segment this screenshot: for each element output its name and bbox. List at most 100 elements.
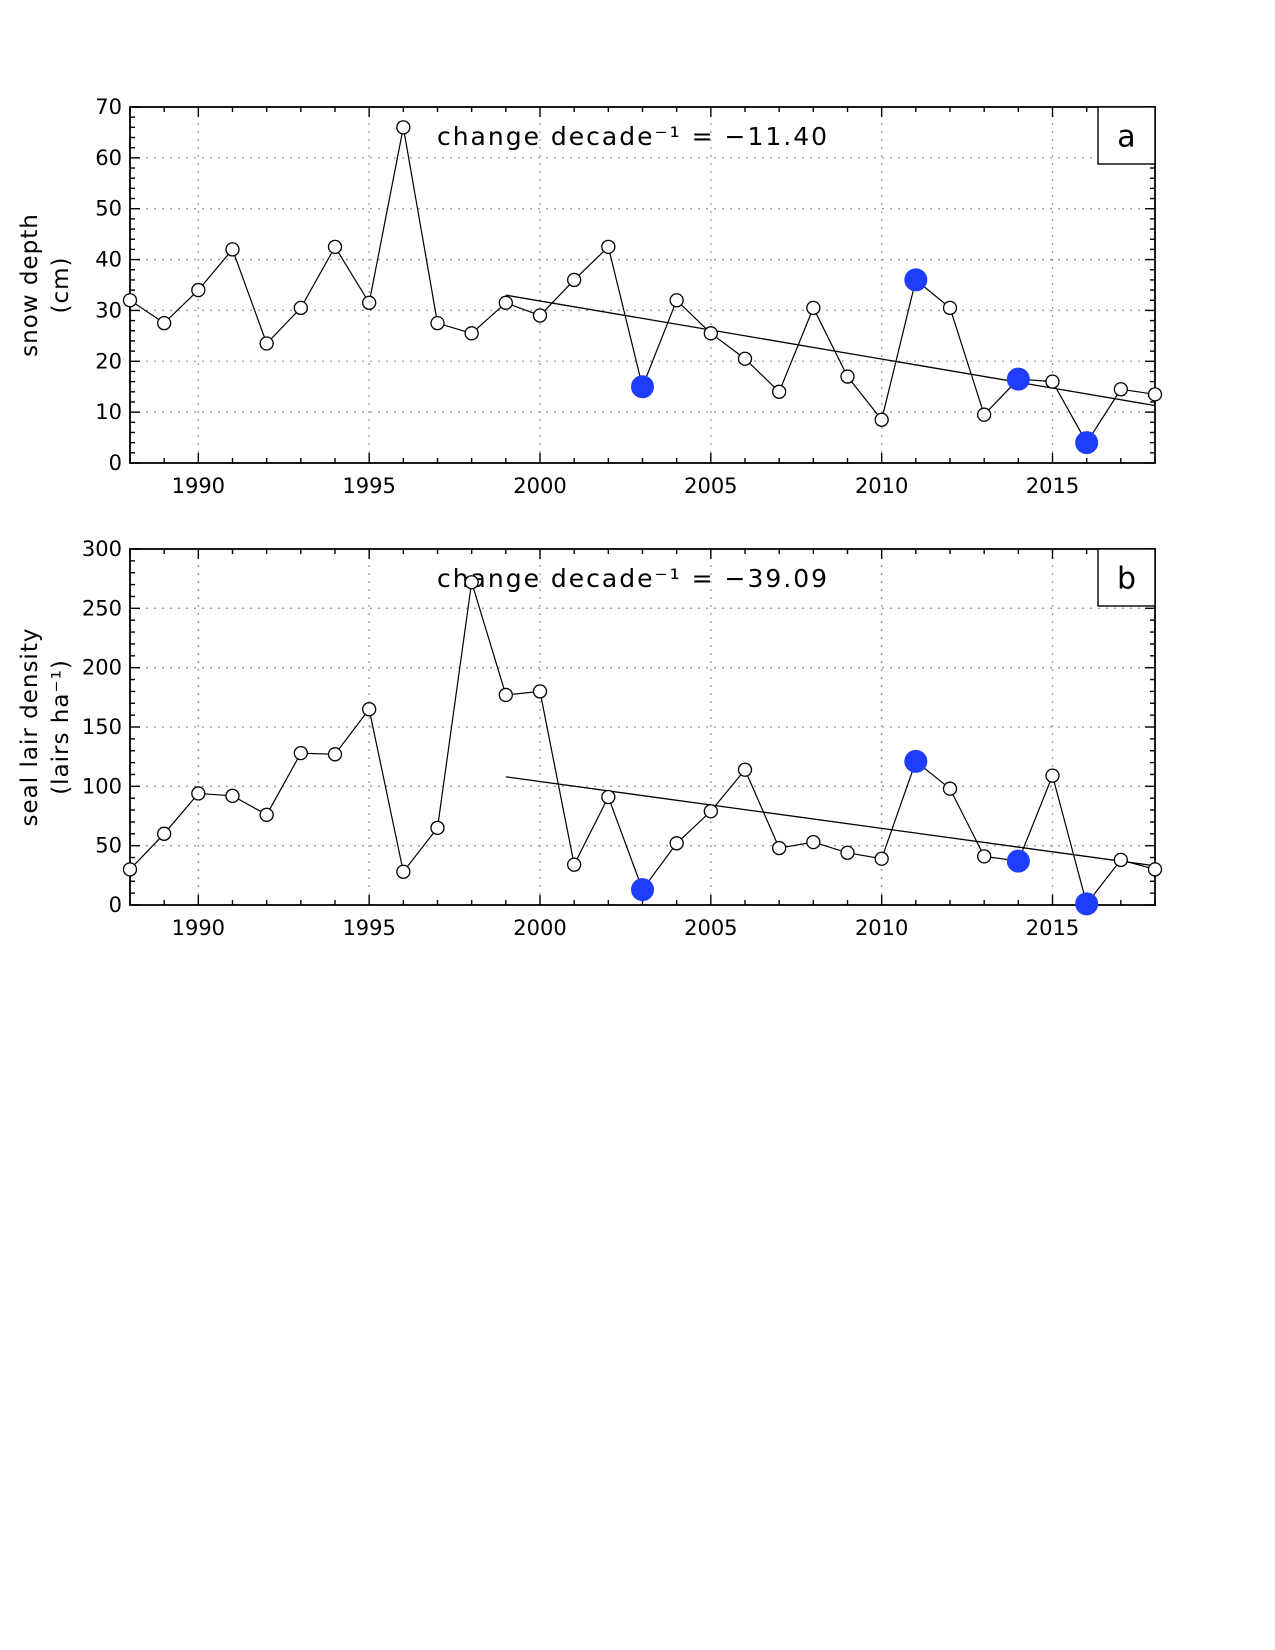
data-point — [1045, 768, 1060, 783]
y-tick-label: 200 — [82, 656, 122, 680]
data-point — [293, 300, 308, 316]
x-tick-label: 2015 — [1026, 916, 1079, 940]
data-point — [874, 412, 889, 427]
x-tick-label: 1990 — [172, 916, 225, 940]
highlight-point — [1075, 892, 1099, 916]
highlight-point — [631, 878, 654, 902]
data-point — [396, 120, 411, 135]
panel-a-snow-depth: 1990 1995 2000 2005 2010 2015 0 10 20 30 40 50 60 70 s… — [17, 95, 1163, 498]
data-point — [1113, 382, 1128, 397]
y-tick-label: 150 — [82, 715, 122, 739]
data-point — [840, 369, 855, 384]
y-tick-label: 250 — [82, 596, 122, 620]
data-point — [737, 351, 753, 366]
trend-annotation: change decade⁻¹ = −11.40 — [437, 122, 829, 151]
y-tick-label: 30 — [95, 298, 122, 322]
data-point — [122, 862, 138, 877]
data-point — [1147, 387, 1163, 402]
plot-frame — [129, 106, 1156, 464]
data-point — [942, 300, 958, 316]
data-point — [225, 788, 240, 803]
x-tick-label: 1995 — [342, 916, 395, 940]
data-point — [1045, 374, 1060, 389]
data-point — [157, 315, 172, 331]
data-point — [225, 242, 240, 257]
data-point — [806, 300, 821, 316]
data-point — [669, 836, 684, 851]
y-axis-label-line1: snow depth — [17, 213, 43, 357]
panel-letter: b — [1117, 562, 1136, 597]
data-point — [567, 272, 582, 288]
trend-line — [505, 294, 1156, 407]
data-point — [327, 239, 343, 255]
data-point — [327, 747, 343, 762]
data-point — [942, 781, 958, 796]
trend-line — [505, 776, 1156, 867]
series-line — [129, 582, 1156, 906]
panel-letter-box — [1097, 548, 1156, 607]
y-tick-label: 300 — [82, 537, 122, 561]
y-axis-label-line2: (cm) — [48, 257, 74, 314]
y-tick-label: 50 — [95, 197, 122, 221]
x-tick-label: 2000 — [513, 916, 566, 940]
x-tick-label: 1995 — [342, 474, 395, 498]
y-tick-label: 20 — [95, 349, 122, 373]
data-point — [874, 851, 889, 866]
data-point — [191, 282, 206, 298]
highlight-point — [1075, 431, 1099, 455]
data-point — [498, 295, 513, 310]
highlight-point — [904, 749, 928, 773]
data-point — [430, 820, 445, 836]
highlight-point — [631, 375, 654, 399]
data-point — [737, 762, 753, 777]
data-point — [464, 575, 479, 590]
data-point — [157, 826, 172, 841]
data-point — [362, 295, 377, 310]
x-tick-label: 2005 — [684, 916, 737, 940]
data-point — [293, 745, 308, 761]
data-point — [122, 293, 138, 308]
x-tick-label: 2010 — [855, 474, 908, 498]
data-point — [703, 326, 718, 341]
trend-annotation: change decade⁻¹ = −39.09 — [437, 564, 829, 593]
data-point — [1147, 862, 1163, 877]
data-point — [601, 789, 616, 805]
highlight-point — [904, 268, 928, 292]
data-point — [1113, 852, 1128, 868]
data-point — [977, 849, 992, 864]
data-point — [772, 384, 787, 399]
data-point — [567, 857, 582, 872]
panel-b-seal-lair-density: 1990 1995 2000 2005 2010 2015 0 50 100 150 200 250 3… — [17, 537, 1163, 940]
y-tick-label: 40 — [95, 248, 122, 272]
highlight-point — [1006, 367, 1030, 391]
data-point — [259, 336, 274, 351]
data-point — [806, 834, 821, 850]
y-tick-label: 100 — [82, 774, 122, 798]
data-point — [464, 326, 479, 341]
data-point — [977, 407, 992, 422]
panel-letter: a — [1117, 120, 1135, 155]
data-point — [532, 684, 548, 699]
y-tick-label: 10 — [95, 400, 122, 424]
data-point — [191, 786, 206, 801]
y-tick-label: 0 — [109, 451, 122, 475]
y-axis-label-line2: (lairs ha⁻¹) — [48, 659, 74, 795]
data-point — [396, 864, 411, 879]
highlight-point — [1006, 849, 1030, 873]
data-point — [362, 702, 377, 717]
data-point — [703, 804, 718, 819]
x-tick-label: 2005 — [684, 474, 737, 498]
data-point — [259, 807, 274, 822]
x-tick-label: 2000 — [513, 474, 566, 498]
y-tick-label: 50 — [95, 834, 122, 858]
data-point — [601, 239, 616, 255]
data-point — [532, 308, 548, 323]
y-axis-label-line1: seal lair density — [17, 628, 43, 827]
y-tick-label: 70 — [95, 95, 122, 119]
x-tick-label: 2010 — [855, 916, 908, 940]
y-tick-label: 60 — [95, 146, 122, 170]
data-point — [430, 315, 445, 331]
data-point — [669, 293, 684, 308]
x-tick-label: 2015 — [1026, 474, 1079, 498]
